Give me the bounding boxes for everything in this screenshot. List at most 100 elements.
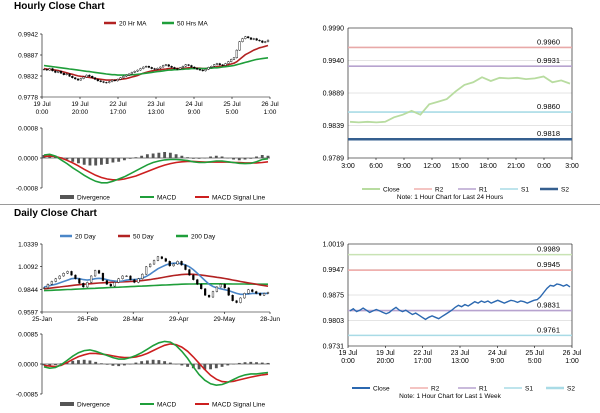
candle-body [168,261,171,267]
hourly-section-title: Hourly Close Chart [14,1,105,12]
candle-body [173,67,176,69]
divergence-bar [197,364,201,370]
x-tick-label: 0:00 [537,163,551,170]
candle-body [184,64,187,67]
legend-r1: R1 [479,187,488,194]
candle-body [251,289,254,292]
candle-body [232,57,236,60]
candle-body [86,282,89,288]
divergence-bar [260,362,264,364]
divergence-bar [117,158,121,162]
candle-body [113,282,116,287]
candle-body [116,79,119,82]
candle-body [218,63,221,65]
divergence-bar [100,363,103,364]
candle-body [149,263,152,268]
x-tick-label: 19 Jul [71,101,89,108]
divergence-bar [54,364,57,366]
candle-body [42,69,46,71]
candle-body [200,284,203,290]
x-tick-label: 3:00 [341,163,355,170]
candle-body [45,69,48,71]
y-tick-label: 0.9942 [18,32,38,39]
legend-s2: S2 [567,386,575,393]
legend-divergence: Divergence [77,402,110,409]
candle-body [261,40,264,43]
divergence-bar [157,360,161,364]
candle-body [259,293,262,296]
hourly-macd-chart: 0.0008 0.0000 -0.0008 Divergence MACD MACD Si… [16,126,270,202]
candle-body [82,283,85,288]
divergence-bar [105,158,109,164]
y-tick-label: 0.0000 [18,156,38,163]
x-tick-label: 26 Jul [563,350,582,357]
candle-body [91,76,94,78]
divergence-bar [94,361,98,364]
divergence-bar [168,152,172,158]
candle-body [176,261,179,265]
y-tick-label: 0.9889 [323,91,345,98]
x-tick-label: 26 Jul [261,101,279,108]
candle-body [68,73,71,77]
divergence-bar [214,155,218,158]
candle-body [150,67,153,69]
candle-body [210,66,213,68]
close-line [349,283,571,321]
x-tick-label: 19 Jul [376,350,395,357]
candle-body [201,69,204,72]
candle-body [133,71,136,73]
candle-body [59,71,63,74]
candle-body [54,70,57,73]
x-tick-label: 20:00 [377,358,395,365]
y-tick-label: 1.0092 [18,264,38,271]
candle-body [160,256,163,259]
divergence-bar [163,361,167,364]
divergence-bar [65,158,69,160]
candle-body [164,64,168,66]
divergence-bar [111,364,115,366]
legend-close: Close [383,187,400,194]
candle-body [136,69,139,72]
x-tick-label: 17:00 [414,358,432,365]
divergence-bar [186,157,190,158]
candle-body [215,63,219,65]
x-tick-label: 28-Jun [260,316,280,323]
candle-body [221,64,224,66]
divergence-bar [42,364,46,366]
x-tick-label: 9:00 [491,358,505,365]
divergence-bar [243,362,247,364]
divergence-bar [255,362,258,364]
candle-body [125,74,128,77]
candle-body [74,77,77,80]
candle-body [258,39,261,42]
candle-body [51,68,54,72]
candle-body [252,38,255,40]
x-tick-label: 25 Jul [223,101,241,108]
divergence-bar [260,155,264,158]
candle-body [170,66,173,68]
divergence-bar [94,158,98,166]
macd-line [43,153,269,184]
level-label-s2: 0.9761 [537,325,560,334]
candle-body [62,72,65,75]
legend-close: Close [373,386,390,393]
candle-body [130,72,133,75]
candle-body [238,41,241,51]
candle-body [85,74,88,78]
candle-body [42,287,46,289]
x-tick-label: 9:00 [188,109,201,116]
candle-body [142,66,145,69]
candle-body [207,67,210,70]
divergence-bar [48,364,52,367]
candle-body [181,66,185,69]
divergence-bar [163,152,167,158]
daily-macd-chart: 0.0085 0.0000 -0.0085 Divergence MACD MACD Si… [16,332,270,409]
candle-body [108,81,111,83]
divergence-bar [232,158,235,160]
x-tick-label: 13:00 [148,109,165,116]
candle-body [172,263,175,267]
divergence-bar [151,153,155,158]
y-tick-label: 0.9731 [323,344,345,351]
